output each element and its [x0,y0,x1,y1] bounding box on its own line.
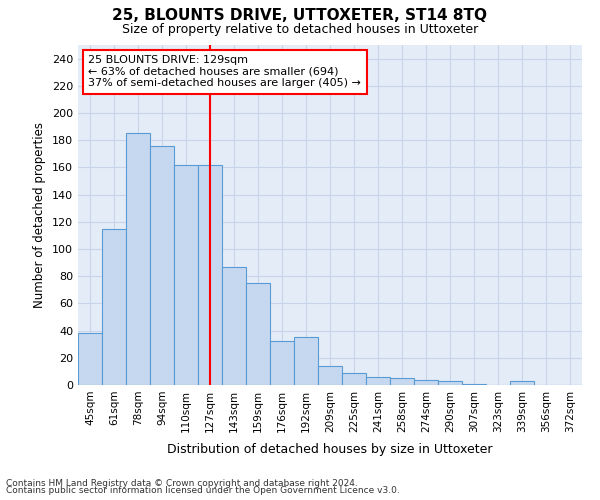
Text: Contains HM Land Registry data © Crown copyright and database right 2024.: Contains HM Land Registry data © Crown c… [6,478,358,488]
Text: 25 BLOUNTS DRIVE: 129sqm
← 63% of detached houses are smaller (694)
37% of semi-: 25 BLOUNTS DRIVE: 129sqm ← 63% of detach… [88,55,361,88]
Bar [126,134,150,385]
Bar [102,228,126,385]
Bar [390,378,414,385]
Text: Size of property relative to detached houses in Uttoxeter: Size of property relative to detached ho… [122,22,478,36]
Bar [198,164,222,385]
Bar [78,334,102,385]
Y-axis label: Number of detached properties: Number of detached properties [34,122,46,308]
Bar [414,380,438,385]
Bar [270,342,294,385]
Bar [438,381,462,385]
Bar [318,366,342,385]
Bar [222,266,246,385]
Bar [246,283,270,385]
Text: 25, BLOUNTS DRIVE, UTTOXETER, ST14 8TQ: 25, BLOUNTS DRIVE, UTTOXETER, ST14 8TQ [113,8,487,22]
X-axis label: Distribution of detached houses by size in Uttoxeter: Distribution of detached houses by size … [167,443,493,456]
Bar [342,373,366,385]
Bar [510,381,534,385]
Text: Contains public sector information licensed under the Open Government Licence v3: Contains public sector information licen… [6,486,400,495]
Bar [366,377,390,385]
Bar [150,146,174,385]
Bar [294,338,318,385]
Bar [174,164,198,385]
Bar [462,384,486,385]
